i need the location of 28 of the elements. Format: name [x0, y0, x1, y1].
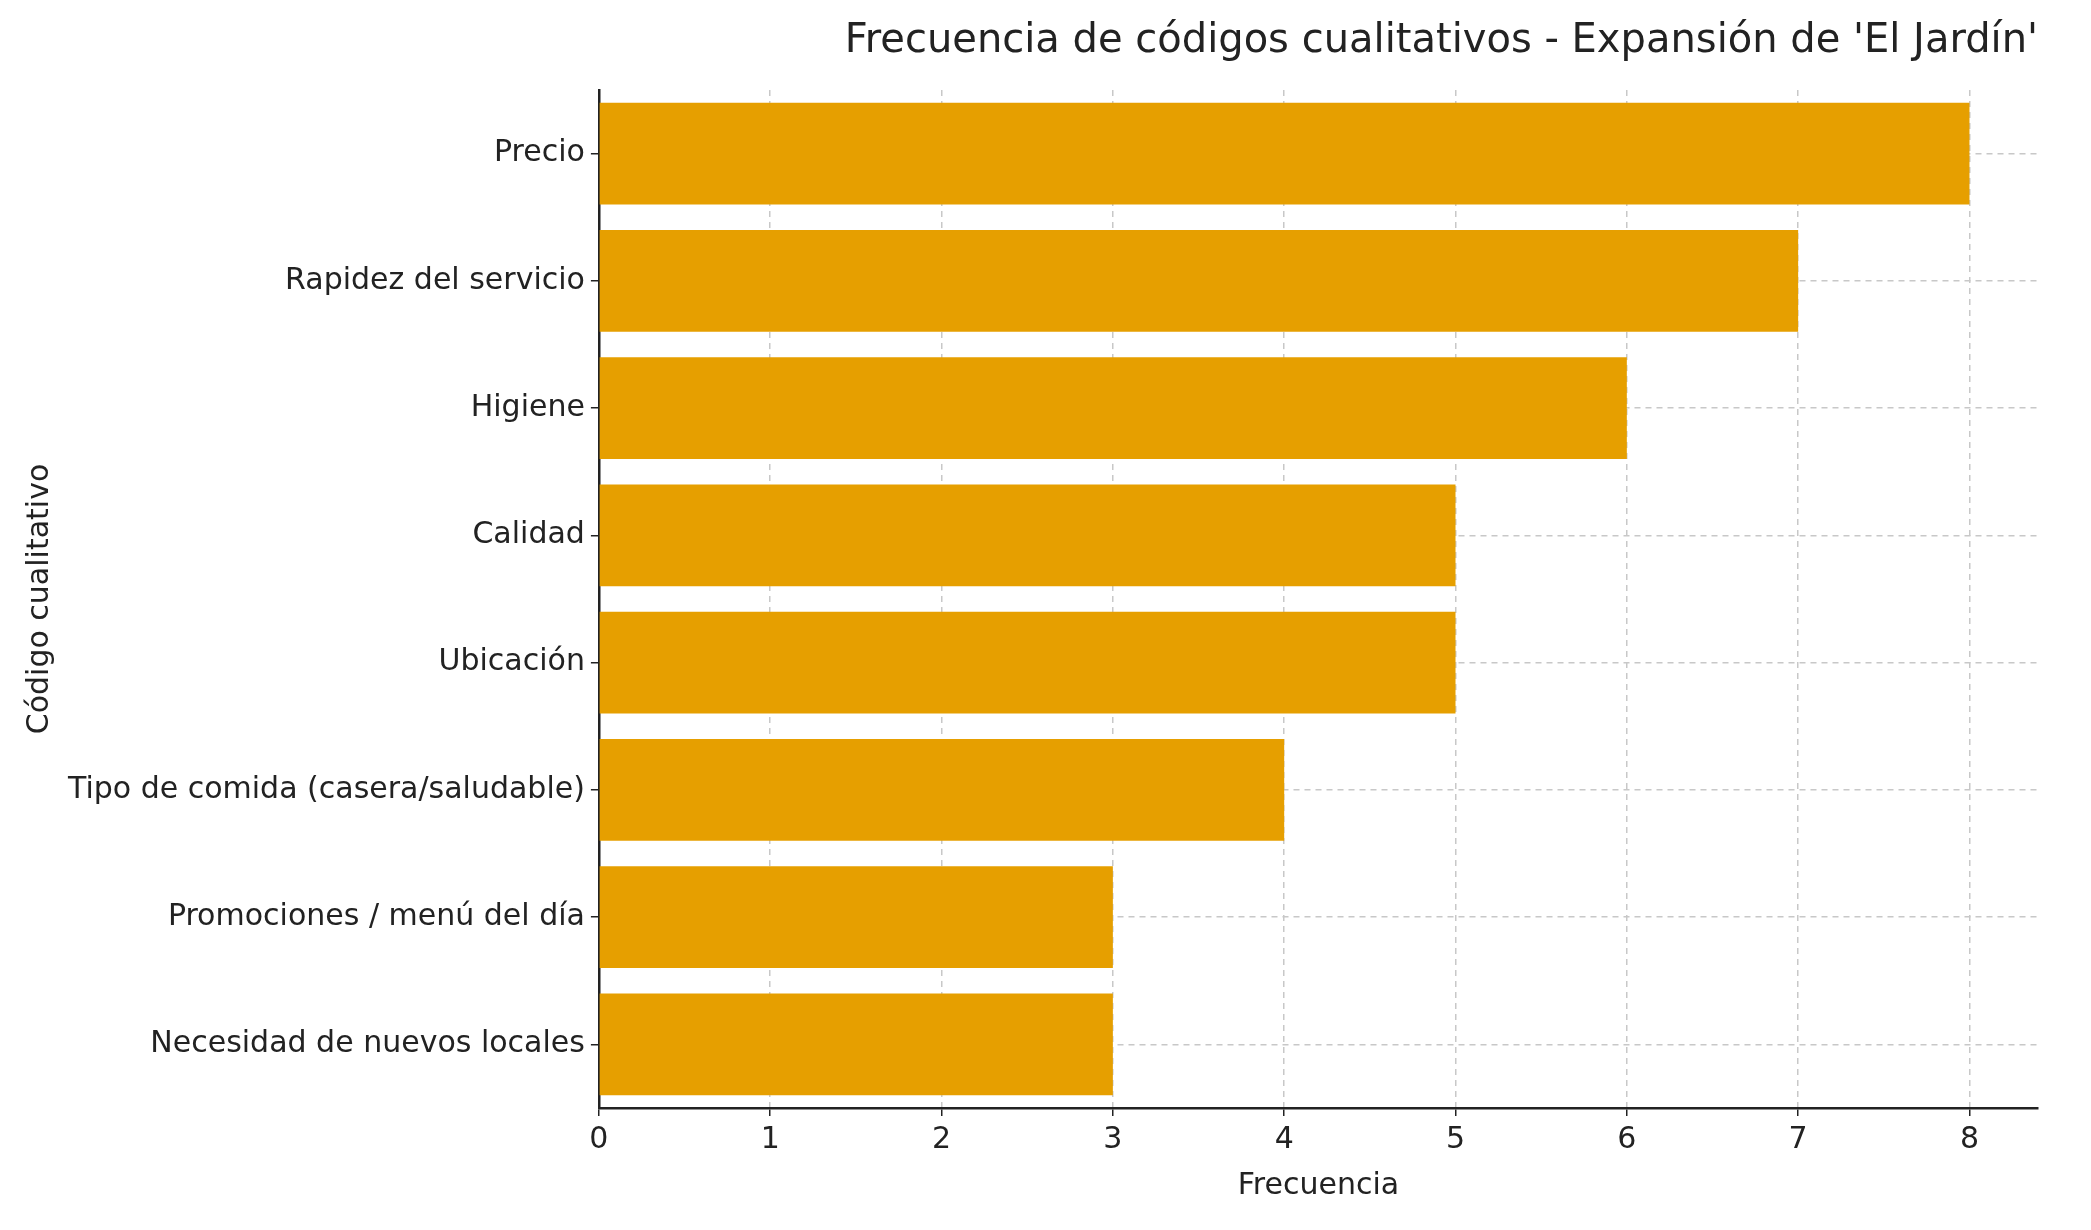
x-tick-label: 2	[932, 1119, 952, 1155]
y-tick-label: Calidad	[472, 515, 585, 551]
x-tick-label: 1	[760, 1119, 780, 1155]
x-tick-label: 0	[589, 1119, 609, 1155]
bar	[599, 738, 1285, 841]
x-tick-label: 3	[1103, 1119, 1123, 1155]
y-tick-label: Tipo de comida (casera/saludable)	[66, 769, 585, 805]
x-axis-title: Frecuencia	[1237, 1165, 1400, 1201]
x-tick-label: 4	[1274, 1119, 1294, 1155]
x-tick-label: 6	[1617, 1119, 1637, 1155]
chart-title: Frecuencia de códigos cualitativos - Expansión de 'El Jardín'	[844, 15, 2038, 62]
bar	[599, 866, 1113, 969]
bar	[599, 993, 1113, 1096]
bar	[599, 102, 1970, 205]
bar	[599, 611, 1456, 714]
y-tick-label: Precio	[494, 133, 585, 169]
y-tick-label: Necesidad de nuevos locales	[150, 1024, 585, 1060]
bar	[599, 484, 1456, 587]
x-tick-label: 5	[1445, 1119, 1466, 1155]
y-tick-label: Promociones / menú del día	[167, 896, 585, 932]
y-tick-label: Rapidez del servicio	[285, 260, 585, 296]
y-axis-title: Código cualitativo	[19, 463, 55, 735]
y-tick-label: Ubicación	[438, 642, 585, 678]
bar	[599, 357, 1627, 460]
x-tick-label: 8	[1959, 1119, 1980, 1155]
bar	[599, 229, 1799, 332]
y-tick-label: Higiene	[470, 387, 585, 423]
x-tick-label: 7	[1788, 1119, 1808, 1155]
